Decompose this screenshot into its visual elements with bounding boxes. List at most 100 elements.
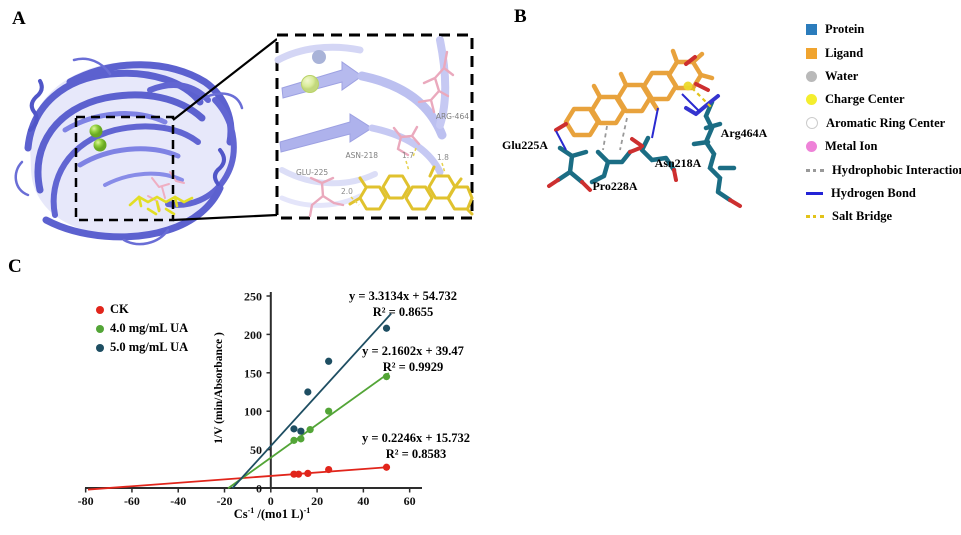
legend-item-metal-ion: Metal Ion [806,135,960,158]
aromatic-ring-marker [806,117,818,130]
inset-ligand [348,165,474,216]
x-tick-label: -80 [78,494,94,508]
inset-residue-label-glu225: GLU-225 [296,168,328,177]
salt-bridge-marker [806,215,824,219]
x-tick-label: 20 [311,494,323,508]
hydrophobic-marker [806,168,824,172]
data-point-5.0 mg/mL UA [325,357,333,365]
x-tick-label: 40 [357,494,369,508]
y-tick-label: 200 [244,328,262,342]
y-tick-label: 100 [244,405,262,419]
ligand-marker [806,47,817,59]
legend-item-ligand: Ligand [806,41,960,64]
x-axis-title: Cs-1 /(mo1 L)-1 [233,506,311,522]
lineweaver-burk-chart: -80 -60 -40 -20 0 20 40 60 0 50 100 150 200 250 [50,280,480,535]
residue-nitrogens [684,94,720,116]
chart-legend-5mg: 5.0 mg/mL UA [96,338,188,357]
ua4-dot [96,324,104,333]
x-tick-label: -20 [217,494,233,508]
data-point-CK [382,463,391,471]
hydrogen-bond-marker [806,191,823,195]
ck-dot [96,305,104,314]
panel-a-label: A [12,8,26,29]
data-point-4.0 mg/mL UA [297,435,305,443]
inset-ribbons [274,36,450,208]
chart-legend: CK 4.0 mg/mL UA 5.0 mg/mL UA [96,300,188,357]
data-point-5.0 mg/mL UA [382,324,391,332]
protein-marker [806,24,817,36]
inset-residue-sticks [308,50,455,218]
inset-metal-sphere [301,75,319,93]
residue-label-asn218a: Asn218A [655,156,702,170]
interaction-legend: Protein Ligand Water Charge Center Aroma… [806,18,961,229]
equation-5mg: y = 3.3134x + 54.732 R² = 0.8655 [349,289,457,319]
inset-residue-label-arg464: ARG-464 [436,112,469,121]
y-tick-label: 250 [244,290,262,304]
data-point-5.0 mg/mL UA [304,388,312,396]
metal-ion-marker [806,141,817,153]
x-tick-label: -40 [170,494,186,508]
legend-item-hydrophobic: Hydrophobic Interaction [806,158,961,181]
residue-label-pro228a: Pro228A [592,179,637,193]
charge-center-marker [806,94,817,106]
residue-label-glu225a: Glu225A [502,138,548,152]
panel-a-structure: ARG-464 ASN-218 GLU-225 1.7 1.8 2.0 [14,33,474,246]
y-axis-title: 1/V (min/Absorbance ) [213,332,225,444]
distance-label-1-7: 1.7 [402,151,414,160]
equation-ck: y = 0.2246x + 15.732 R² = 0.8583 [362,431,470,461]
data-point-4.0 mg/mL UA [325,407,333,415]
legend-item-hydrogen-bond: Hydrogen Bond [806,182,960,205]
fit-line-CK [87,466,389,491]
legend-item-protein: Protein [806,18,960,41]
chart-legend-ck: CK [96,300,188,319]
residue-oxygens [547,137,742,208]
ua5-dot [96,343,104,352]
salt-bridge-dash [691,87,713,109]
legend-item-salt-bridge: Salt Bridge [806,205,960,228]
ligand-rings [563,48,715,138]
data-point-CK [304,469,312,478]
legend-item-charge-center: Charge Center [806,88,960,111]
panel-b-label: B [514,6,527,27]
x-tick-label: 60 [404,494,416,508]
residue-label-arg464a: Arg464A [721,126,768,140]
panel-c-label: C [8,256,22,277]
data-point-4.0 mg/mL UA [306,426,314,434]
distance-label-2-0: 2.0 [341,187,353,196]
data-point-4.0 mg/mL UA [290,436,298,444]
equation-4mg: y = 2.1602x + 39.47 R² = 0.9929 [362,344,464,374]
zoom-connector-bottom [172,213,278,222]
data-point-5.0 mg/mL UA [297,427,305,435]
legend-item-aromatic-ring-center: Aromatic Ring Center [806,112,960,135]
data-point-5.0 mg/mL UA [290,425,298,433]
distance-label-1-8: 1.8 [437,153,449,162]
metal-ion-sphere [89,124,103,138]
ligand-sticks [128,195,194,216]
x-tick-label: -60 [124,494,140,508]
y-tick-label: 50 [250,443,262,457]
x-tick-label: 0 [268,494,274,508]
charge-center [683,81,693,91]
fit-line-5.0 mg/mL UA [231,313,392,489]
inset-water-sphere [312,50,326,64]
zoom-connector-top [172,38,278,121]
hydrophobic-dashes [602,117,628,151]
inset-residue-label-asn218: ASN-218 [345,151,378,160]
ligand-oxygens [554,55,710,132]
legend-item-water: Water [806,65,960,88]
y-tick-label: 150 [244,366,262,380]
chart-plot-area: -80 -60 -40 -20 0 20 40 60 0 50 100 150 200 250 [78,290,422,508]
data-point-CK [294,470,303,478]
panel-b-interaction-diagram: Glu225A Pro228A Asn218A Arg464A [502,48,768,208]
y-tick-label: 0 [256,482,262,496]
hydrogen-bonds [555,93,701,151]
data-point-CK [325,465,333,474]
metal-ion-sphere [93,138,107,152]
zoom-region-box [74,115,175,222]
residue-sticks-teal [555,99,737,203]
protein-ribbon [14,57,244,246]
chart-legend-4mg: 4.0 mg/mL UA [96,319,188,338]
data-point-4.0 mg/mL UA [382,373,391,381]
water-marker [806,70,817,82]
